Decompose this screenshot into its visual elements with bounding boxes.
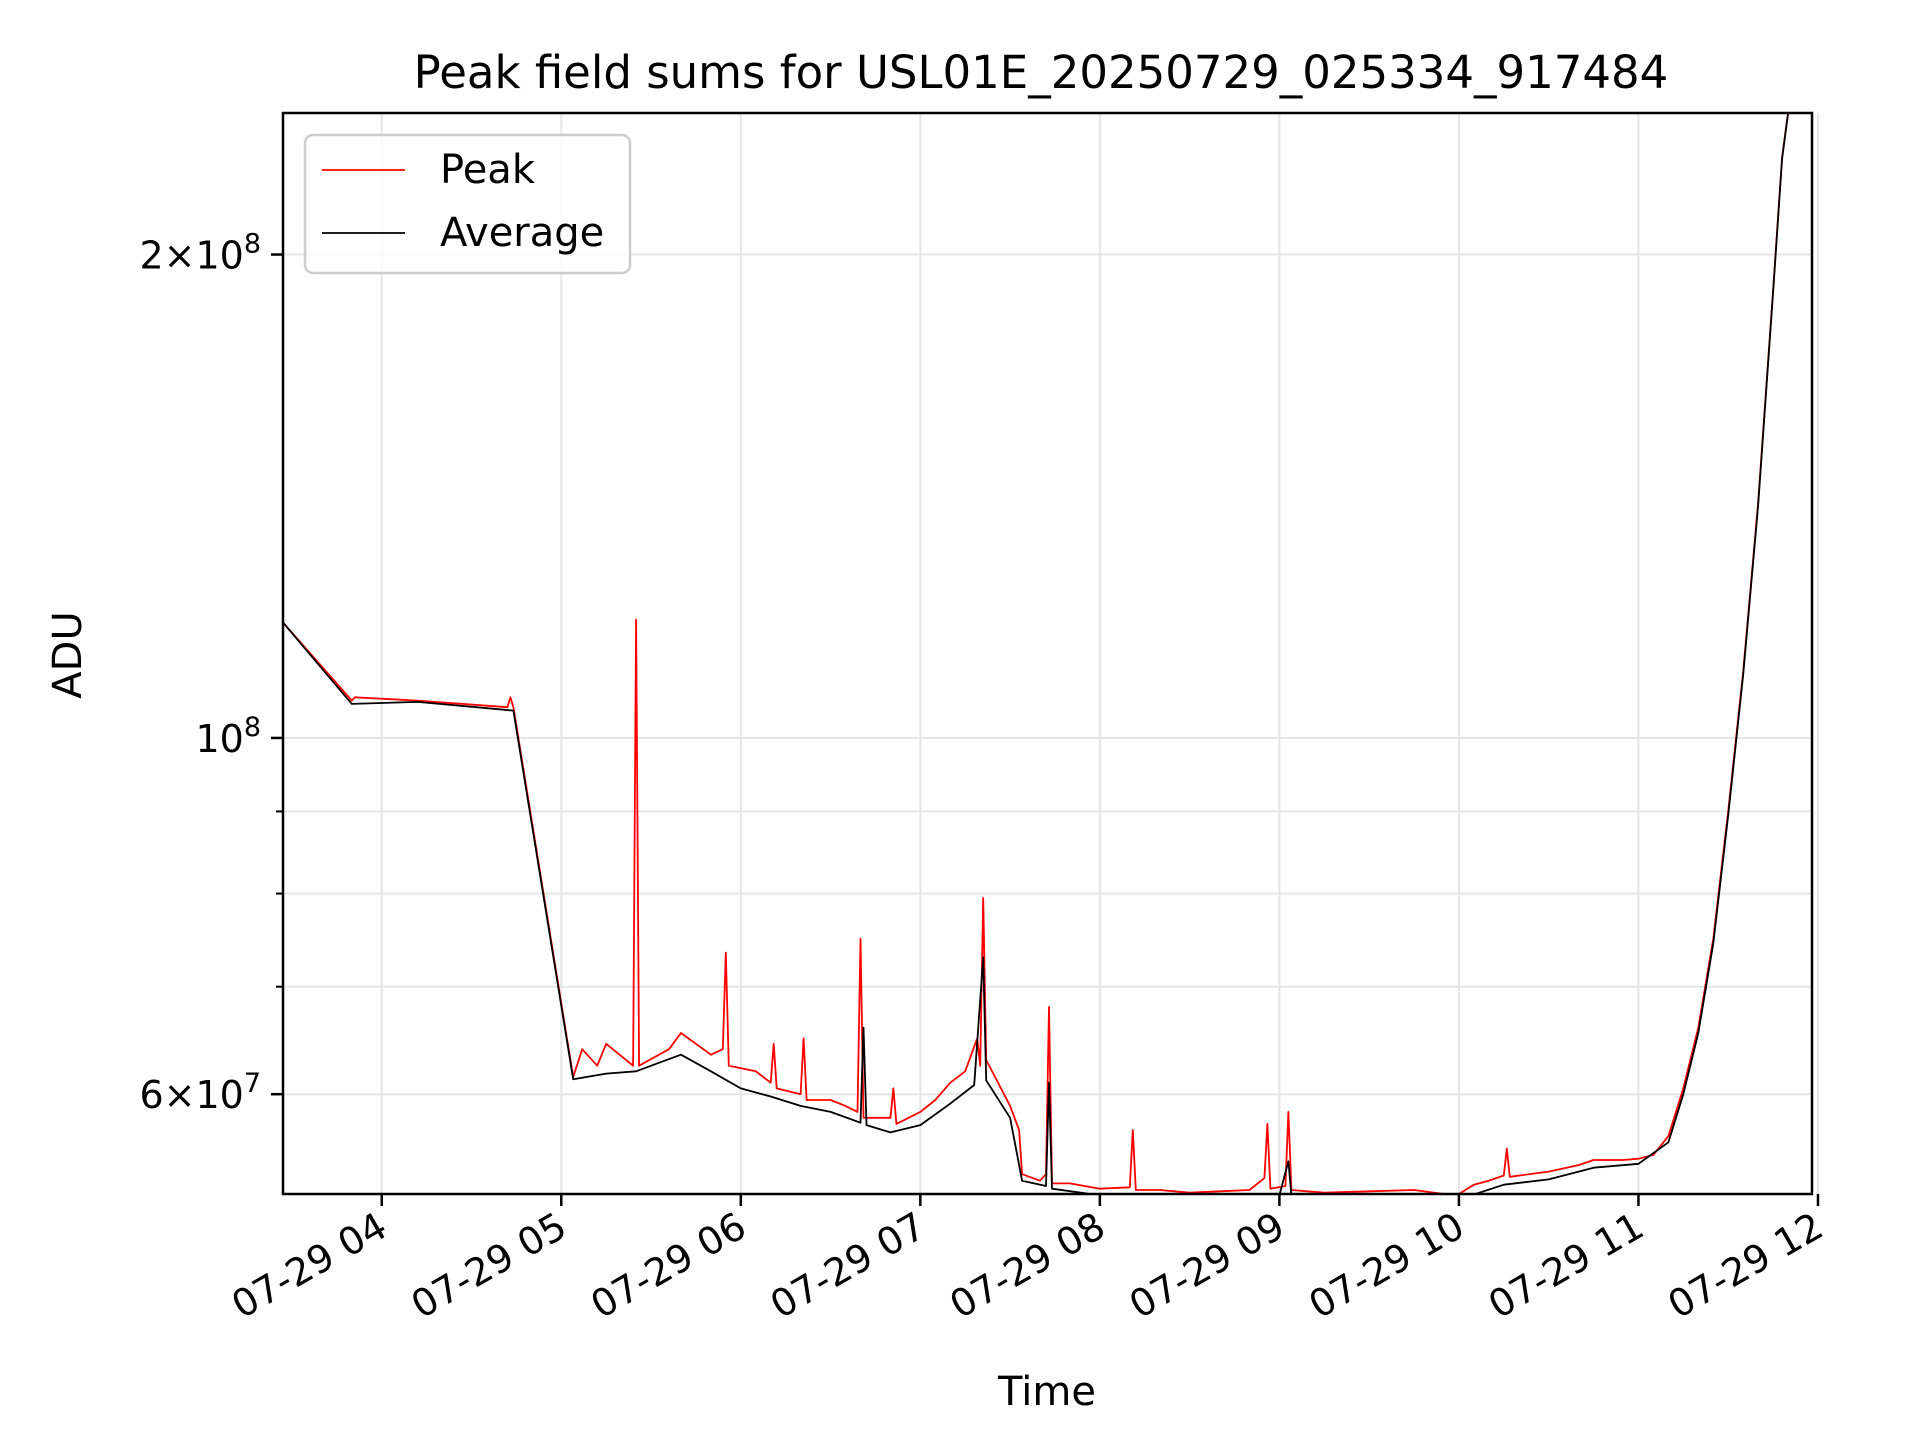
legend-label-average: Average bbox=[440, 210, 604, 256]
grid bbox=[283, 113, 1819, 1194]
x-axis-title: Time bbox=[997, 1369, 1096, 1415]
y-tick-label: 2×108 bbox=[139, 229, 261, 278]
y-tick-label: 6×107 bbox=[139, 1068, 261, 1117]
y-axis-title: ADU bbox=[45, 611, 91, 698]
legend-label-peak: Peak bbox=[440, 147, 536, 193]
series-line-average bbox=[283, 113, 1789, 1194]
y-axis: 6×107 108 2×108 bbox=[139, 229, 283, 1117]
legend: Peak Average bbox=[303, 133, 632, 275]
y-tick-label: 108 bbox=[195, 712, 261, 761]
series-line-peak bbox=[283, 113, 1789, 1194]
series-layer bbox=[283, 113, 1789, 1194]
chart-title: Peak field sums for USL01E_20250729_0253… bbox=[414, 46, 1669, 99]
plot-frame bbox=[281, 111, 1814, 1196]
